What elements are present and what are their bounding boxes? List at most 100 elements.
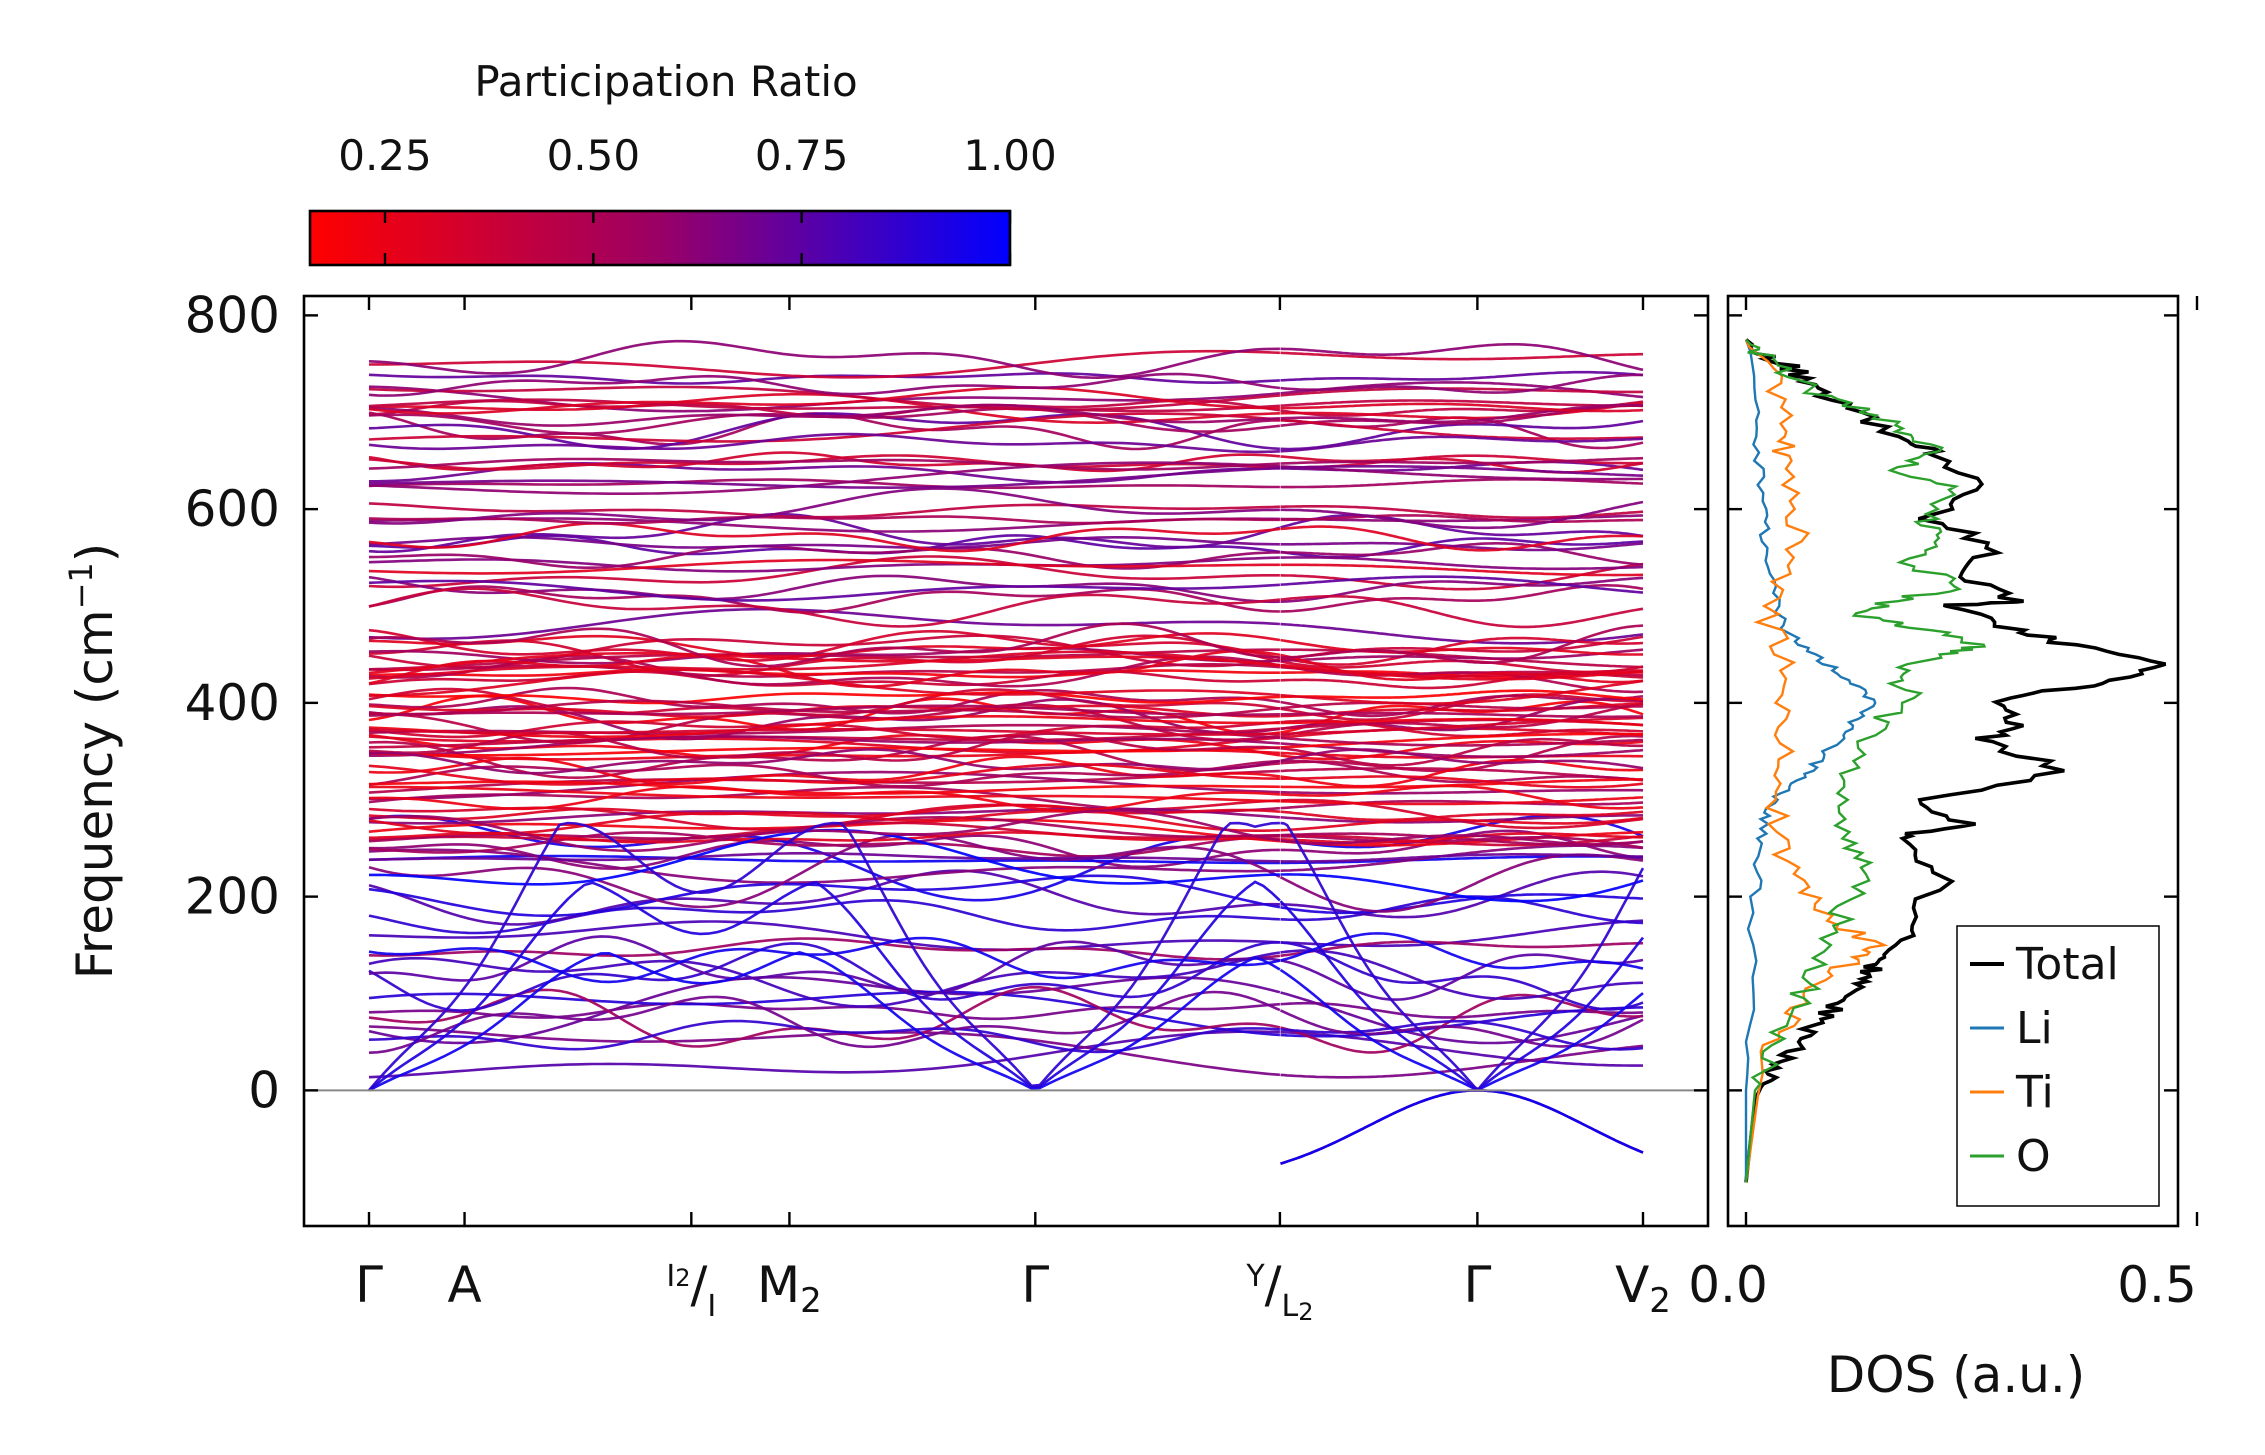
dos-lines <box>1744 338 2167 1183</box>
phonon-band <box>368 976 1281 1045</box>
phonon-band <box>1280 541 1644 552</box>
phonon-band <box>1280 991 1644 1045</box>
phonon-band <box>368 670 1280 687</box>
phonon-band <box>368 852 1280 863</box>
phonon-band <box>1280 402 1644 413</box>
x-axis-label-dos: DOS (a.u.) <box>1827 1346 2086 1404</box>
phonon-band <box>1280 343 1644 372</box>
band-structure-panel: 0 200 400 600 800 Γ A I2/I M2 Γ Y/L2 Γ V2 Frequency… <box>62 286 1710 1326</box>
phonon-band <box>368 746 1280 757</box>
phonon-band <box>1280 638 1644 656</box>
k-point-label: Γ <box>1021 1256 1049 1314</box>
phonon-band <box>1280 595 1644 629</box>
dos-line-ti <box>1744 339 1889 1183</box>
phonon-band <box>368 339 1280 380</box>
phonon-band <box>1280 993 1644 1054</box>
phonon-band <box>1280 465 1643 481</box>
soft-mode-band <box>1280 1089 1644 1165</box>
phonon-band <box>368 703 1281 745</box>
colorbar-ticks: 0.25 0.50 0.75 1.00 <box>338 131 1057 265</box>
phonon-band <box>368 461 1280 495</box>
phonon-band <box>1280 418 1644 440</box>
y-axis-label: Frequency (cm−1) <box>62 543 124 980</box>
dos-x-tick-label: 0.0 <box>1688 1256 1768 1314</box>
band-lines <box>368 339 1645 1165</box>
phonon-band <box>368 349 1280 379</box>
phonon-band <box>1280 932 1644 970</box>
phonon-band <box>1280 758 1644 788</box>
phonon-band <box>1280 525 1644 552</box>
phonon-band <box>1280 370 1644 382</box>
phonon-band <box>1280 672 1644 690</box>
phonon-band <box>368 535 1280 550</box>
colorbar-tick-label: 0.50 <box>547 131 641 180</box>
phonon-band <box>1280 748 1644 770</box>
phonon-band <box>1280 542 1644 566</box>
phonon-band <box>1280 814 1644 849</box>
phonon-band <box>368 403 1280 427</box>
phonon-band <box>1280 949 1643 1000</box>
phonon-band <box>1280 689 1644 701</box>
phonon-band <box>1280 796 1644 806</box>
phonon-band <box>368 880 1281 1092</box>
dos-ticks: 0.0 0.5 <box>1688 296 2199 1314</box>
phonon-band <box>368 622 1280 668</box>
phonon-band <box>368 668 1280 697</box>
phonon-band <box>368 785 1280 812</box>
phonon-band <box>1280 853 1644 863</box>
phonon-band <box>1280 737 1643 767</box>
colorbar: Participation Ratio 0.25 0.50 0.75 1.00 <box>308 57 1057 267</box>
phonon-band <box>368 1002 1280 1021</box>
phonon-band <box>368 728 1280 736</box>
phonon-band <box>1280 465 1644 477</box>
phonon-band <box>1280 514 1643 523</box>
phonon-band <box>368 652 1281 675</box>
phonon-band <box>368 454 1280 471</box>
phonon-band <box>1280 478 1644 489</box>
phonon-band <box>368 372 1281 397</box>
legend-label-total: Total <box>2015 939 2119 990</box>
phonon-band <box>368 487 1280 525</box>
phonon-band <box>1280 717 1644 727</box>
phonon-band <box>368 687 1281 717</box>
phonon-band <box>368 809 1281 852</box>
dos-line-o <box>1744 338 1987 1183</box>
phonon-band <box>1280 1044 1644 1079</box>
legend-box <box>1956 925 2160 1207</box>
y-tick-label: 800 <box>185 286 280 344</box>
phonon-band <box>368 412 1281 443</box>
phonon-band <box>1280 575 1644 594</box>
phonon-band <box>369 770 1280 801</box>
phonon-band <box>368 723 1280 740</box>
phonon-band <box>1280 435 1644 453</box>
phonon-band <box>368 1025 1280 1077</box>
phonon-band <box>368 522 1281 553</box>
phonon-band <box>1280 622 1644 645</box>
phonon-band <box>368 466 1280 490</box>
colorbar-tick-label: 0.25 <box>338 131 432 180</box>
phonon-band <box>368 848 1280 884</box>
phonon-band <box>1280 556 1644 571</box>
y-tick-label: 400 <box>185 674 280 732</box>
band-k-ticks: Γ A I2/I M2 Γ Y/L2 Γ V2 <box>355 296 1671 1326</box>
phonon-band <box>368 990 1281 1054</box>
phonon-band <box>1280 870 1644 919</box>
phonon-band <box>368 935 1281 996</box>
phonon-band <box>1280 500 1644 530</box>
colorbar-tick-label: 1.00 <box>963 131 1057 180</box>
phonon-band <box>1280 456 1644 465</box>
phonon-band <box>368 727 1280 749</box>
phonon-band <box>1280 514 1644 523</box>
k-point-label: M2 <box>757 1256 822 1321</box>
phonon-band <box>368 587 1281 628</box>
phonon-band <box>368 704 1280 717</box>
phonon-band <box>1280 834 1644 846</box>
y-tick-label: 600 <box>185 480 280 538</box>
legend-items: Total Li Ti O <box>1970 939 2119 1182</box>
y-tick-label: 0 <box>248 1061 280 1119</box>
phonon-band <box>368 650 1281 680</box>
phonon-band <box>1280 821 1645 1091</box>
phonon-band <box>1280 953 1644 1001</box>
colorbar-gradient <box>308 209 1012 267</box>
phonon-band <box>368 412 1280 451</box>
